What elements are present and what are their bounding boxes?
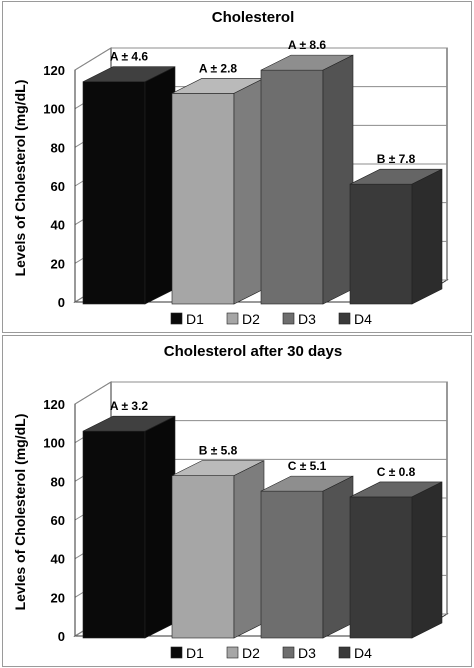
y-tick-label: 60: [51, 179, 65, 194]
bar-d3: [260, 475, 354, 639]
legend-label: D1: [186, 311, 204, 327]
legend-swatch: [226, 646, 239, 659]
chart-title: Cholesterol: [212, 9, 295, 26]
legend: D1 D2 D3 D4: [170, 645, 372, 661]
data-label: A ± 8.6: [288, 38, 326, 52]
bar-d4: [349, 168, 443, 305]
legend-swatch: [338, 312, 351, 325]
y-tick-label: 40: [51, 552, 65, 567]
bar-front: [82, 430, 146, 639]
data-label: C ± 0.8: [377, 465, 416, 479]
bar-side: [233, 77, 265, 305]
bar-d2: [171, 77, 265, 305]
data-label: B ± 5.8: [199, 444, 238, 458]
bar-d3: [260, 54, 354, 305]
bar-d2: [171, 460, 265, 639]
data-label: C ± 5.1: [288, 459, 327, 473]
legend-swatch: [170, 646, 183, 659]
bar-front: [260, 69, 324, 305]
legend-label: D4: [354, 311, 372, 327]
legend-swatch: [170, 312, 183, 325]
y-tick-label: 80: [51, 140, 65, 155]
chart-panel-cholesterol-30-days: Cholesterol after 30 days 0 20 40 60 80 100 120…: [2, 335, 472, 667]
y-axis-label: Levels of Cholesterol (mg/dL): [12, 80, 28, 277]
y-tick-label: 60: [51, 513, 65, 528]
y-tick-label: 120: [43, 63, 65, 78]
legend-label: D2: [242, 645, 260, 661]
chart-title: Cholesterol after 30 days: [164, 343, 342, 360]
y-axis-label: Levles of Cholesterol (mg/dL): [12, 414, 28, 611]
y-tick-label: 120: [43, 397, 65, 412]
y-tick-label: 40: [51, 218, 65, 233]
bar-side: [144, 415, 176, 639]
bar-side: [411, 481, 443, 639]
y-tick-label: 0: [58, 295, 65, 310]
bar-front: [82, 81, 146, 305]
data-label: A ± 2.8: [199, 61, 237, 75]
data-label: A ± 4.6: [110, 50, 148, 64]
bar-side: [322, 54, 354, 305]
legend-label: D3: [298, 645, 316, 661]
bar-d4: [349, 481, 443, 639]
bar-front: [260, 490, 324, 639]
legend-label: D4: [354, 645, 372, 661]
bar-side: [411, 168, 443, 305]
chart-panel-cholesterol: Cholesterol 0 20 40 60 80 100 120 Levels of Chol…: [2, 1, 472, 333]
chart-svg: Cholesterol after 30 days 0 20 40 60 80 100 120…: [12, 343, 449, 661]
bar-d1: [82, 415, 176, 639]
y-tick-label: 0: [58, 629, 65, 644]
bar-front: [171, 93, 235, 305]
legend-swatch: [338, 646, 351, 659]
legend-swatch: [226, 312, 239, 325]
bar-side: [144, 66, 176, 305]
legend-label: D3: [298, 311, 316, 327]
bar-front: [171, 475, 235, 639]
bar-front: [349, 496, 413, 639]
data-label: A ± 3.2: [110, 399, 148, 413]
legend: D1 D2 D3 D4: [170, 311, 372, 327]
y-tick-label: 100: [43, 436, 65, 451]
legend-swatch: [282, 312, 295, 325]
y-tick-label: 20: [51, 256, 65, 271]
legend-label: D1: [186, 645, 204, 661]
data-label: B ± 7.8: [377, 152, 416, 166]
bar-d1: [82, 66, 176, 305]
y-tick-label: 100: [43, 102, 65, 117]
bar-front: [349, 183, 413, 305]
gridline: [74, 381, 447, 405]
y-tick-label: 20: [51, 590, 65, 605]
legend-swatch: [282, 646, 295, 659]
legend-label: D2: [242, 311, 260, 327]
gridline: [74, 47, 447, 71]
bar-side: [233, 460, 265, 639]
chart-svg: Cholesterol 0 20 40 60 80 100 120 Levels of Chol…: [12, 9, 449, 327]
bar-side: [322, 475, 354, 639]
y-tick-label: 80: [51, 474, 65, 489]
